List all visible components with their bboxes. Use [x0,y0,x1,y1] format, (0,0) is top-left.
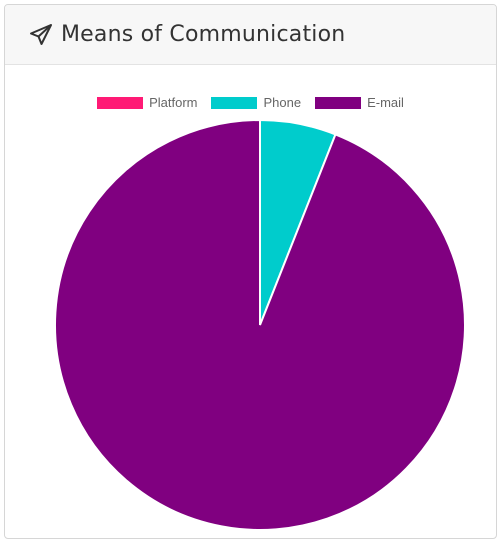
pie-chart [54,118,466,531]
legend-swatch-platform [97,96,144,109]
legend-label-phone: Phone [263,95,302,110]
legend-label-email: E-mail [367,95,404,110]
legend-item-platform[interactable]: Platform [97,95,197,110]
chart-legend: Platform Phone E-mail [5,95,496,110]
paper-plane-icon [29,23,53,47]
chart-area: Platform Phone E-mail [5,65,496,538]
legend-label-platform: Platform [149,95,198,110]
chart-panel: Means of Communication Platform Phone E-… [4,4,497,539]
panel-header: Means of Communication [5,5,496,65]
legend-swatch-email [315,96,362,109]
legend-item-phone[interactable]: Phone [211,95,301,110]
panel-title: Means of Communication [61,22,346,47]
legend-swatch-phone [211,96,258,109]
pie-slice-e-mail[interactable] [54,118,466,531]
legend-item-email[interactable]: E-mail [315,95,404,110]
